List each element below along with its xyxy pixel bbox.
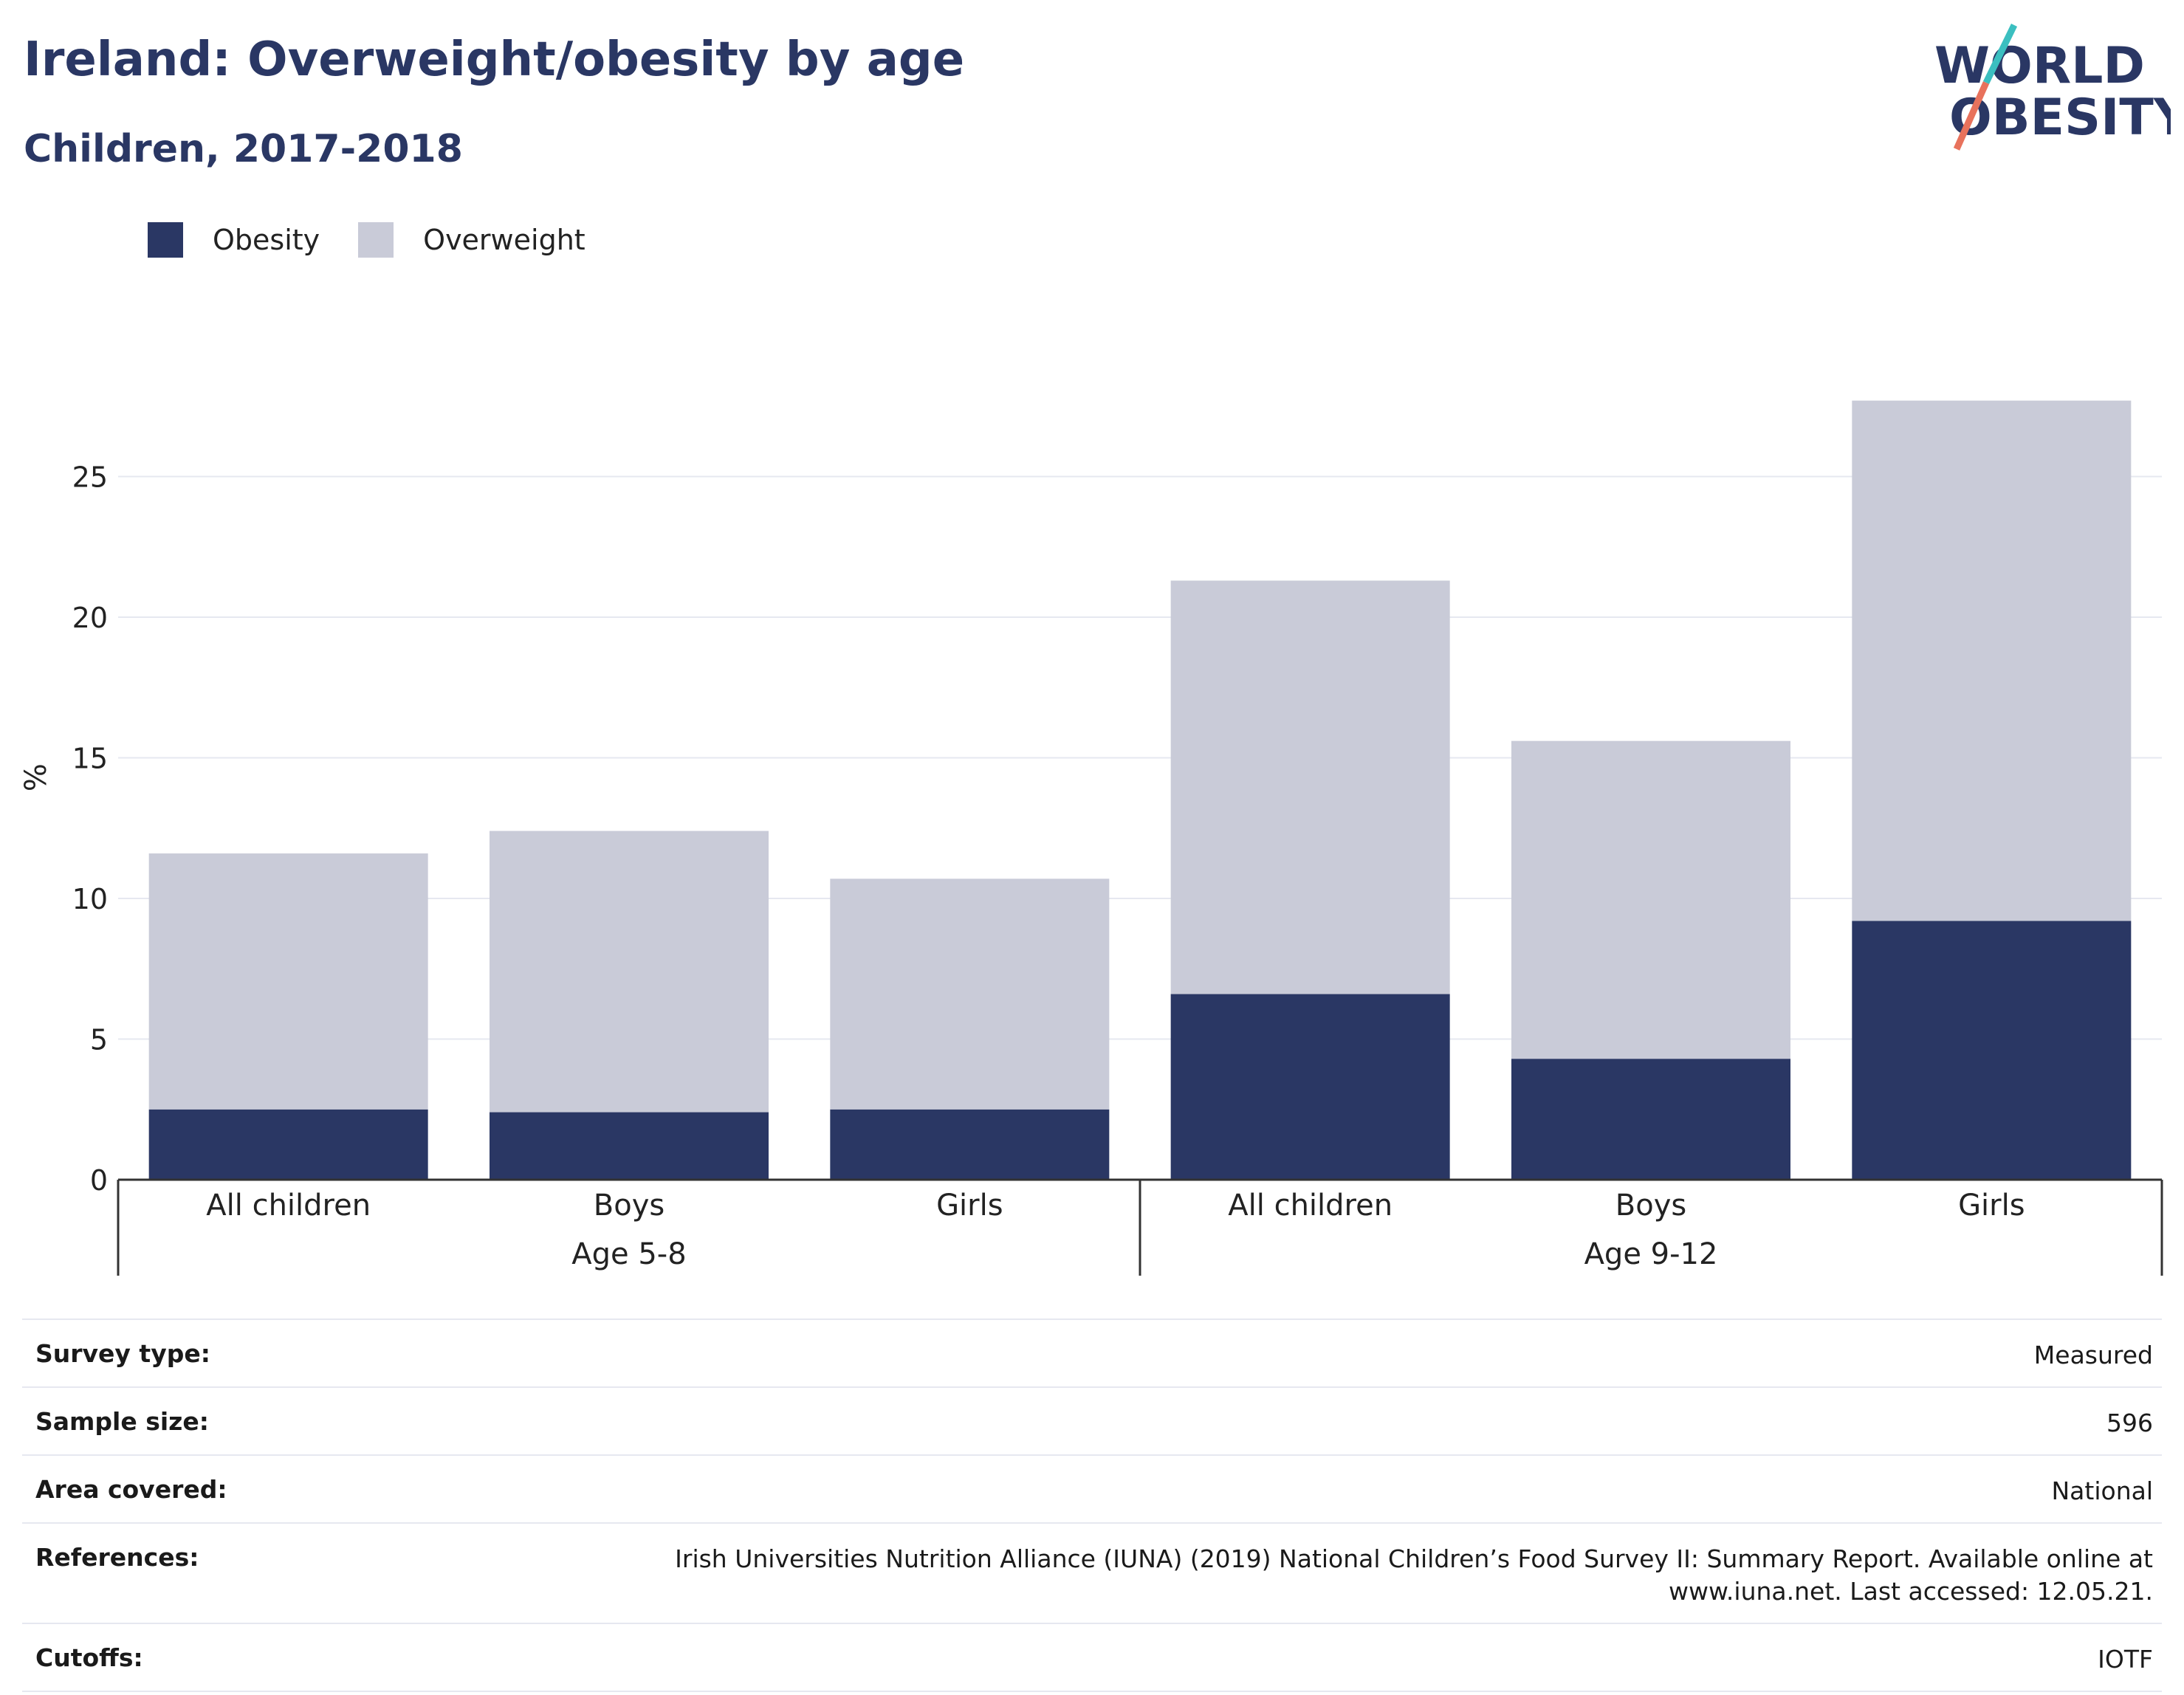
logo-slash-top	[1982, 24, 2018, 84]
metadata-row: Sample size: 596	[22, 1386, 2162, 1454]
y-tick-label: 20	[72, 602, 108, 634]
logo-line1: WORLD	[1934, 37, 2145, 95]
x-tick-label: All children	[206, 1189, 371, 1223]
x-tick-label: All children	[1228, 1189, 1393, 1223]
legend-item-obesity[interactable]: Obesity	[148, 222, 320, 258]
metadata-key: Area covered:	[35, 1475, 227, 1504]
y-tick-label: 5	[90, 1024, 108, 1056]
bar-overweight	[830, 879, 1110, 1110]
metadata-row: Survey type: Measured	[22, 1318, 2162, 1386]
bar-obesity	[830, 1109, 1110, 1180]
metadata-value: IOTF	[2098, 1645, 2153, 1674]
x-tick-label: Boys	[594, 1189, 665, 1223]
metadata-key: Sample size:	[35, 1407, 209, 1436]
world-obesity-logo: WORLD OBESITY	[1934, 24, 2171, 151]
bar-overweight	[1852, 400, 2132, 921]
x-tick-label: Boys	[1615, 1189, 1686, 1223]
bar-obesity	[1852, 921, 2132, 1180]
metadata-row: Cutoffs: IOTF	[22, 1623, 2162, 1692]
metadata-value: National	[2051, 1476, 2153, 1505]
x-tick-label: Girls	[936, 1189, 1003, 1223]
y-tick-label: 10	[72, 883, 108, 915]
legend-swatch-overweight	[358, 222, 394, 258]
metadata-table: Survey type: Measured Sample size: 596 Area …	[22, 1318, 2162, 1692]
metadata-value: Measured	[2033, 1341, 2153, 1369]
legend-label-obesity: Obesity	[213, 224, 320, 256]
bar-obesity	[490, 1112, 769, 1180]
bar-overweight	[1170, 580, 1450, 994]
bar-overweight	[148, 853, 428, 1110]
bar-obesity	[148, 1109, 428, 1180]
bar-obesity	[1511, 1059, 1790, 1180]
bar-overweight	[1511, 740, 1790, 1059]
legend-label-overweight: Overweight	[423, 224, 586, 256]
chart-legend: Obesity Overweight	[148, 221, 624, 258]
y-axis-label: %	[19, 763, 53, 791]
metadata-key: References:	[35, 1543, 199, 1572]
bar-obesity	[1170, 994, 1450, 1180]
bar-chart: 0 5 10 15 20 25% All children Boys Girls All chil…	[19, 400, 2163, 1276]
chart-subtitle: Children, 2017-2018	[24, 127, 463, 171]
legend-swatch-obesity	[148, 222, 183, 258]
x-group-label: Age 5-8	[571, 1237, 686, 1271]
legend-item-overweight[interactable]: Overweight	[358, 222, 586, 258]
y-tick-label: 25	[72, 461, 108, 494]
metadata-key: Survey type:	[35, 1339, 210, 1368]
metadata-row: Area covered: National	[22, 1454, 2162, 1522]
y-tick-label: 0	[90, 1164, 108, 1197]
metadata-value: Irish Universities Nutrition Alliance (I…	[675, 1544, 2153, 1606]
metadata-row: References: Irish Universities Nutrition …	[22, 1522, 2162, 1623]
metadata-key: Cutoffs:	[35, 1643, 143, 1672]
bar-overweight	[490, 831, 769, 1113]
x-tick-label: Girls	[1958, 1189, 2025, 1223]
logo-slash-bottom	[1953, 81, 1990, 151]
logo-line2: OBESITY	[1949, 89, 2171, 147]
x-group-label: Age 9-12	[1584, 1237, 1718, 1271]
y-tick-label: 15	[72, 743, 108, 775]
metadata-value: 596	[2106, 1409, 2153, 1437]
chart-title: Ireland: Overweight/obesity by age	[24, 32, 965, 87]
